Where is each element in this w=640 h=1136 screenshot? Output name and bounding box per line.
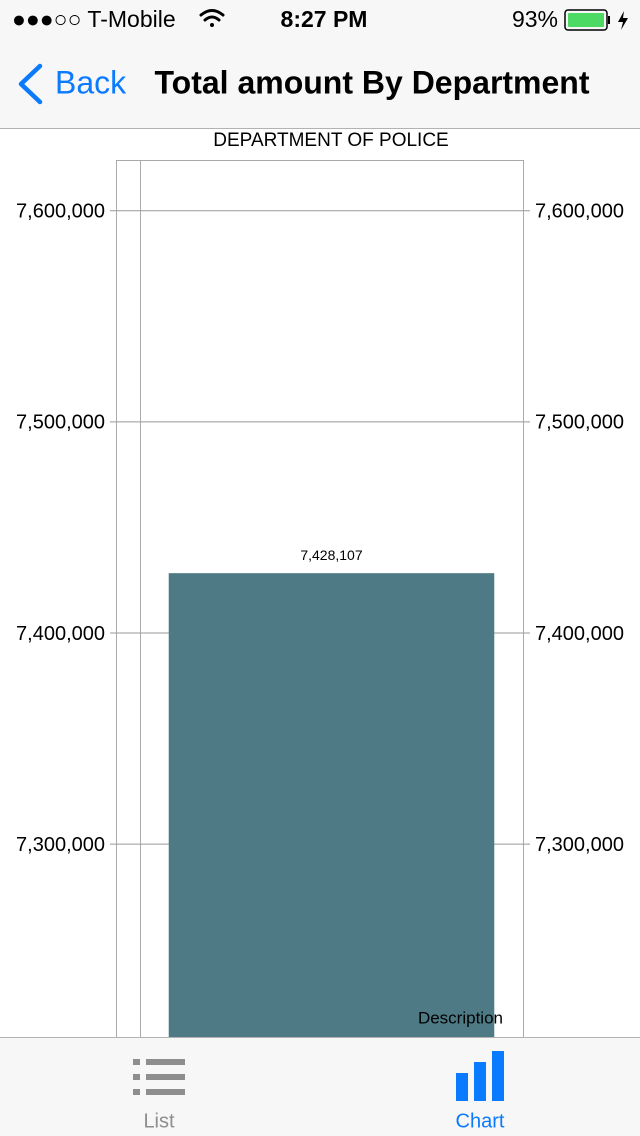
y2-tick-label: 7,400,000 [535,623,624,645]
tab-label[interactable]: List [143,1110,175,1132]
y2-tick-label: 7,600,000 [535,201,624,223]
nav-background [0,0,640,128]
back-chevron[interactable] [18,63,43,105]
value-label: 7,428,107 [300,547,362,563]
chart-title: DEPARTMENT OF POLICE [213,130,448,151]
list-icon[interactable] [133,1059,185,1095]
tab-label[interactable]: Chart [456,1110,505,1132]
y-tick-label: 7,500,000 [16,412,105,434]
time: 8:27 PM [281,6,368,32]
carrier: ●●●○○ T-Mobile [12,6,176,32]
chart-description: Description [418,1008,503,1027]
y2-tick-label: 7,500,000 [535,412,624,434]
y-tick-label: 7,600,000 [16,201,105,223]
chart: 7,200,0007,200,0007,300,0007,300,0007,40… [16,160,624,1037]
back-button[interactable]: Back [55,64,127,100]
y-tick-label: 7,400,000 [16,623,105,645]
battery-percent: 93% [512,6,558,32]
y-tick-label: 7,300,000 [16,834,105,856]
tab-bar [0,1037,640,1136]
chart-frame [116,160,524,1037]
wifi-icon [199,9,225,27]
y2-tick-label: 7,300,000 [535,834,624,856]
nav-title: Total amount By Department [155,64,590,100]
chart-icon[interactable] [456,1051,504,1101]
battery-icon [564,9,628,31]
bar [168,573,495,1037]
